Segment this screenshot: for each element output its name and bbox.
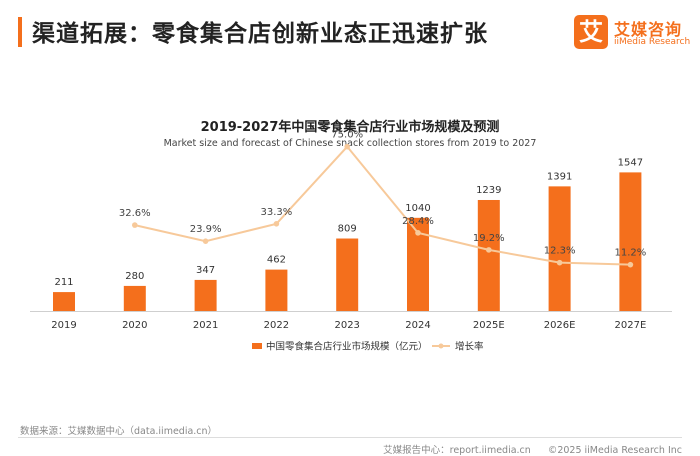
bar-2027E (619, 172, 642, 311)
legend-line-label: 增长率 (455, 341, 484, 353)
x-tick-label-2023: 2023 (334, 320, 359, 331)
data-source: 数据来源：艾媒数据中心（data.iimedia.cn） (20, 426, 218, 437)
logo-english-name: iiMedia Research (614, 37, 691, 47)
legend-bar-label: 中国零食集合店行业市场规模（亿元） (266, 341, 428, 353)
growth-rate-label-2022: 33.3% (261, 207, 293, 218)
x-tick-label-2019: 2019 (51, 320, 76, 331)
bar-value-label-2022: 462 (267, 255, 286, 266)
bar-2026E (548, 186, 571, 311)
growth-rate-label-2024: 28.4% (402, 216, 434, 227)
x-tick-label-2020: 2020 (122, 320, 147, 331)
x-tick-label-2022: 2022 (264, 320, 289, 331)
x-tick-label-2027E: 2027E (615, 320, 647, 331)
bar-2022 (265, 269, 288, 311)
growth-rate-point-2022 (273, 220, 280, 227)
growth-rate-label-2020: 32.6% (119, 208, 151, 219)
bar-value-label-2027E: 1547 (618, 157, 643, 168)
bar-2020 (123, 285, 146, 311)
copyright: ©2025 iiMedia Research Inc (547, 445, 682, 456)
growth-rate-label-2021: 23.9% (190, 224, 222, 235)
growth-rate-point-2021 (202, 238, 209, 244)
x-tick-label-2026E: 2026E (544, 320, 576, 331)
iimedia-logo: 艾 艾媒咨询 iiMedia Research (574, 14, 692, 54)
bar-value-label-2026E: 1391 (547, 171, 572, 182)
chart-subtitle: Market size and forecast of Chinese snac… (163, 138, 537, 149)
title-accent-bar (18, 17, 22, 47)
chart-title: 2019-2027年中国零食集合店行业市场规模及预测 (200, 120, 500, 135)
growth-rate-label-2026E: 12.3% (544, 246, 576, 257)
growth-rate-line (134, 145, 631, 266)
growth-rate-label-2025E: 19.2% (473, 233, 505, 244)
bar-2025E (477, 199, 500, 311)
bar-value-label-2019: 211 (54, 277, 73, 288)
bar-2021 (194, 279, 217, 311)
bar-value-label-2023: 809 (338, 224, 357, 235)
logo-mark: 艾 (574, 15, 608, 49)
bar-value-label-2025E: 1239 (476, 185, 501, 196)
growth-rate-label-2027E: 11.2% (615, 248, 647, 259)
bar-value-label-2021: 347 (196, 265, 215, 276)
logo-chinese-name: 艾媒咨询 (614, 20, 683, 39)
bar-2024 (407, 217, 429, 311)
x-tick-label-2025E: 2025E (473, 320, 505, 331)
bar-value-label-2024: 1040 (405, 203, 430, 214)
growth-rate-point-2020 (132, 222, 138, 228)
bar-value-label-2020: 280 (125, 271, 144, 282)
bar-2023 (336, 238, 359, 311)
legend-bar-swatch (252, 343, 262, 349)
report-center-link[interactable]: 艾媒报告中心：report.iimedia.cn (383, 445, 531, 456)
growth-rate-point-2027E (627, 261, 634, 268)
bar-2019 (53, 292, 75, 311)
growth-rate-point-2023 (344, 143, 351, 150)
footer-info: 艾媒报告中心：report.iimedia.cn ©2025 iiMedia R… (369, 442, 682, 456)
growth-rate-point-2024 (415, 230, 421, 236)
growth-rate-point-2025E (486, 247, 492, 253)
footer-divider (18, 437, 682, 438)
growth-rate-point-2026E (556, 259, 563, 266)
x-tick-label-2024: 2024 (405, 320, 430, 331)
legend-line-marker (438, 343, 444, 349)
growth-rate-label-2023: 75.0% (331, 130, 363, 141)
page-title: 渠道拓展：零食集合店创新业态正迅速扩张 (32, 21, 488, 47)
x-tick-label-2021: 2021 (193, 320, 218, 331)
